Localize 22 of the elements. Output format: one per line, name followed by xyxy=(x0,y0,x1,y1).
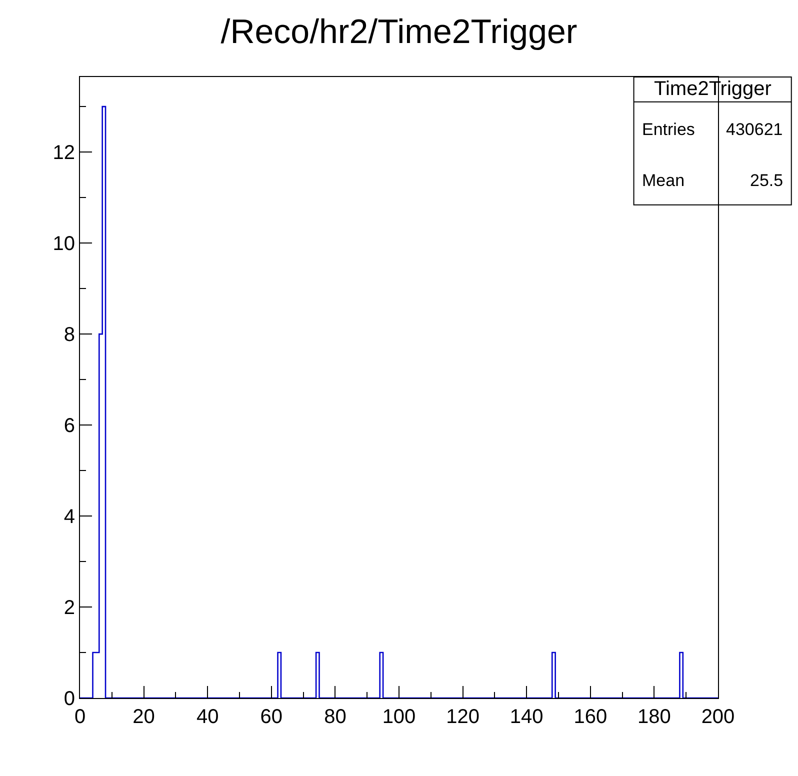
x-tick-label: 200 xyxy=(701,706,735,728)
text: 430621 xyxy=(726,120,783,139)
x-tick-label: 120 xyxy=(446,706,480,728)
x-tick-label: 80 xyxy=(324,706,346,728)
y-tick-label: 6 xyxy=(64,415,75,438)
text: 25.5 xyxy=(750,171,784,190)
x-tick-label: 60 xyxy=(260,706,283,728)
x-tick-label: 180 xyxy=(638,706,671,728)
x-tick-label: 40 xyxy=(196,706,219,728)
y-tick-label: 12 xyxy=(52,142,75,164)
x-tick-label: 20 xyxy=(132,706,155,728)
annotation: Entries xyxy=(642,120,695,139)
annotation: Mean xyxy=(642,171,685,190)
y-tick-label: 8 xyxy=(64,324,75,346)
y-tick-label: 4 xyxy=(64,506,75,528)
x-tick-label: 140 xyxy=(510,706,544,728)
y-tick-label: 10 xyxy=(52,233,75,256)
x-tick-label: 100 xyxy=(382,706,416,728)
y-tick-label: 0 xyxy=(64,688,75,710)
y-tick-label: 2 xyxy=(64,597,75,620)
x-tick-label: 160 xyxy=(574,706,608,728)
chart-title: /Reco/hr2/Time2Trigger xyxy=(220,13,578,52)
